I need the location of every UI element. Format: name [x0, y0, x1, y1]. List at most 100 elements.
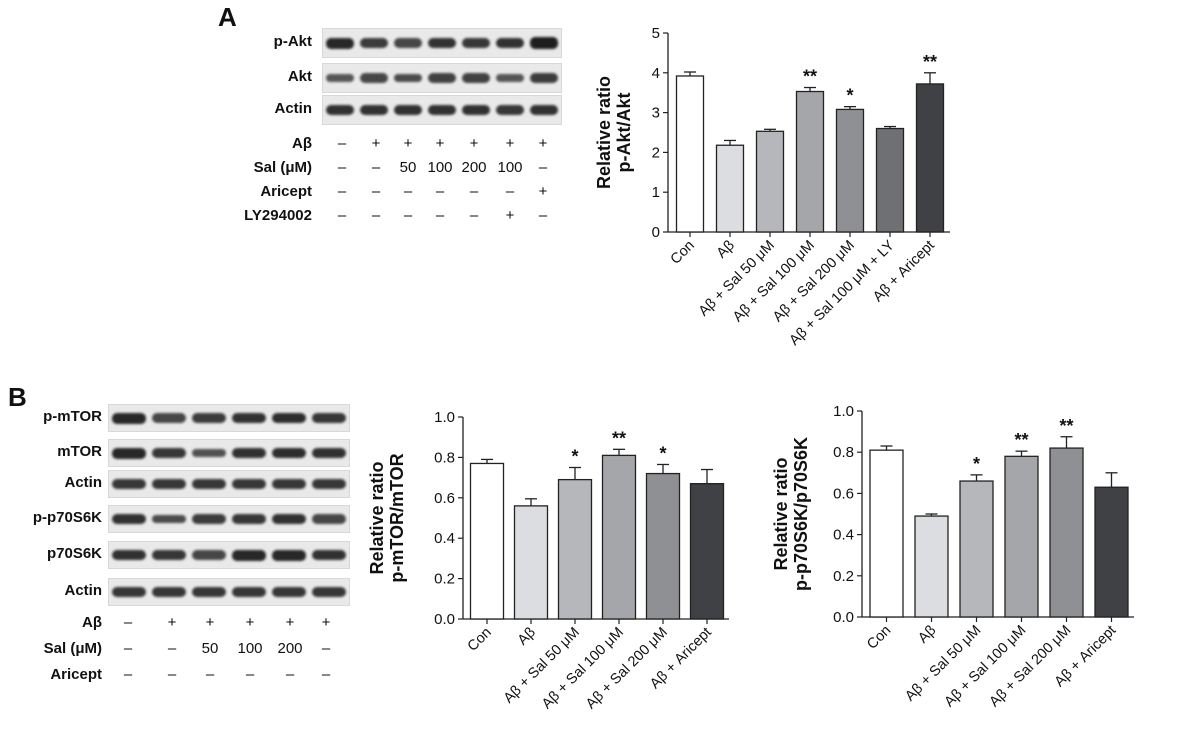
treatment-value: 100 — [497, 159, 523, 176]
blot-band — [232, 549, 266, 561]
blot-band — [428, 104, 456, 116]
significance-label: ** — [1014, 430, 1028, 450]
x-tick-label: Aβ + Sal 100 μM — [942, 623, 1030, 711]
x-tick-label: Aβ — [714, 238, 738, 262]
treatment-value: – — [371, 159, 381, 176]
treatment-value: + — [205, 614, 215, 631]
treatment-label: Aβ — [82, 614, 102, 631]
bar — [601, 454, 637, 620]
treatment-value: + — [245, 614, 255, 631]
blot-band — [112, 513, 146, 525]
blot-band — [232, 586, 266, 598]
blot-band — [462, 37, 490, 49]
bar — [835, 108, 865, 233]
blot-row-label: Akt — [287, 68, 312, 85]
y-tick-label: 2 — [652, 144, 660, 161]
bar — [557, 478, 593, 620]
blot-band — [272, 447, 306, 459]
x-tick-label: Aβ — [915, 623, 939, 647]
blot-band — [272, 478, 306, 490]
blot-strip — [108, 470, 350, 498]
treatment-value: – — [371, 183, 381, 200]
blot-band — [326, 37, 354, 49]
treatment-label: Aricept — [260, 183, 312, 200]
treatment-value: – — [167, 666, 177, 683]
bar — [689, 483, 725, 620]
blot-band — [192, 586, 226, 598]
blot-band — [232, 412, 266, 424]
treatment-value: + — [538, 183, 548, 200]
y-axis-label: Relative ratio — [367, 461, 387, 574]
treatment-value: – — [403, 183, 413, 200]
significance-label: * — [659, 443, 666, 463]
blot-strip — [108, 404, 350, 432]
bar — [1094, 486, 1129, 618]
bar — [469, 462, 505, 620]
blot-band — [152, 413, 186, 423]
y-axis-label: Relative ratio — [771, 457, 791, 570]
blot-band — [112, 447, 146, 459]
treatment-value: – — [285, 666, 295, 683]
x-tick-label: Aβ + Sal 200 μM — [583, 625, 671, 713]
blot-band — [152, 447, 186, 459]
blot-band — [232, 513, 266, 525]
y-axis-label: p-mTOR/mTOR — [387, 453, 407, 582]
treatment-label: Sal (μM) — [43, 640, 102, 657]
bar — [675, 75, 705, 233]
treatment-value: 50 — [201, 640, 219, 657]
treatment-value: – — [435, 183, 445, 200]
bar — [795, 90, 825, 233]
y-tick-label: 4 — [652, 65, 660, 82]
blot-band — [496, 104, 524, 116]
treatment-value: – — [337, 135, 347, 152]
blot-band — [530, 36, 558, 50]
treatment-label: LY294002 — [244, 207, 312, 224]
treatment-value: + — [505, 207, 515, 224]
treatment-value: + — [403, 135, 413, 152]
blot-band — [152, 549, 186, 561]
treatment-value: – — [538, 159, 548, 176]
bar — [715, 144, 745, 233]
blot-band — [232, 447, 266, 459]
blot-band — [326, 73, 354, 83]
treatment-value: 100 — [237, 640, 263, 657]
treatment-value: – — [123, 666, 133, 683]
blot-strip — [322, 95, 562, 125]
treatment-value: 100 — [427, 159, 453, 176]
blot-row-label: Actin — [64, 582, 103, 599]
blot-band — [312, 412, 346, 424]
blot-band — [326, 104, 354, 116]
blot-row-label: p-Akt — [273, 33, 312, 50]
treatment-value: – — [469, 207, 479, 224]
treatment-value: + — [538, 135, 548, 152]
treatment-label: Aricept — [50, 666, 102, 683]
blot-band — [192, 514, 226, 524]
treatment-value: 50 — [399, 159, 417, 176]
blot-strip — [108, 578, 350, 606]
blot-row-label: p-p70S6K — [32, 509, 102, 526]
bar — [914, 515, 949, 618]
panel-letter-a: A — [218, 2, 237, 32]
treatment-value: – — [371, 207, 381, 224]
treatment-value: – — [337, 207, 347, 224]
treatment-value: + — [285, 614, 295, 631]
blot-band — [360, 73, 388, 83]
y-axis-label: p-Akt/Akt — [614, 92, 634, 172]
blot-band — [312, 586, 346, 598]
blot-band — [192, 550, 226, 560]
y-tick-label: 0.6 — [434, 490, 455, 507]
blot-strip — [108, 541, 350, 569]
y-tick-label: 0.2 — [833, 568, 854, 585]
blot-band — [192, 413, 226, 423]
blot-row-label: Actin — [274, 100, 313, 117]
blot-row-label: p-mTOR — [43, 408, 102, 425]
bar-chart-p-mtor: 0.0 0.2 0.4 0.6 0.8 1.0 Relative ratio p-mTOR/m… — [367, 409, 729, 713]
blot-band — [192, 448, 226, 458]
x-tick-label: Aβ — [515, 625, 539, 649]
significance-label: ** — [612, 428, 626, 448]
blot-band — [272, 586, 306, 598]
bar — [875, 127, 905, 233]
x-tick-label: Aβ + Sal 100 μM — [539, 625, 627, 713]
blot-band — [496, 73, 524, 83]
